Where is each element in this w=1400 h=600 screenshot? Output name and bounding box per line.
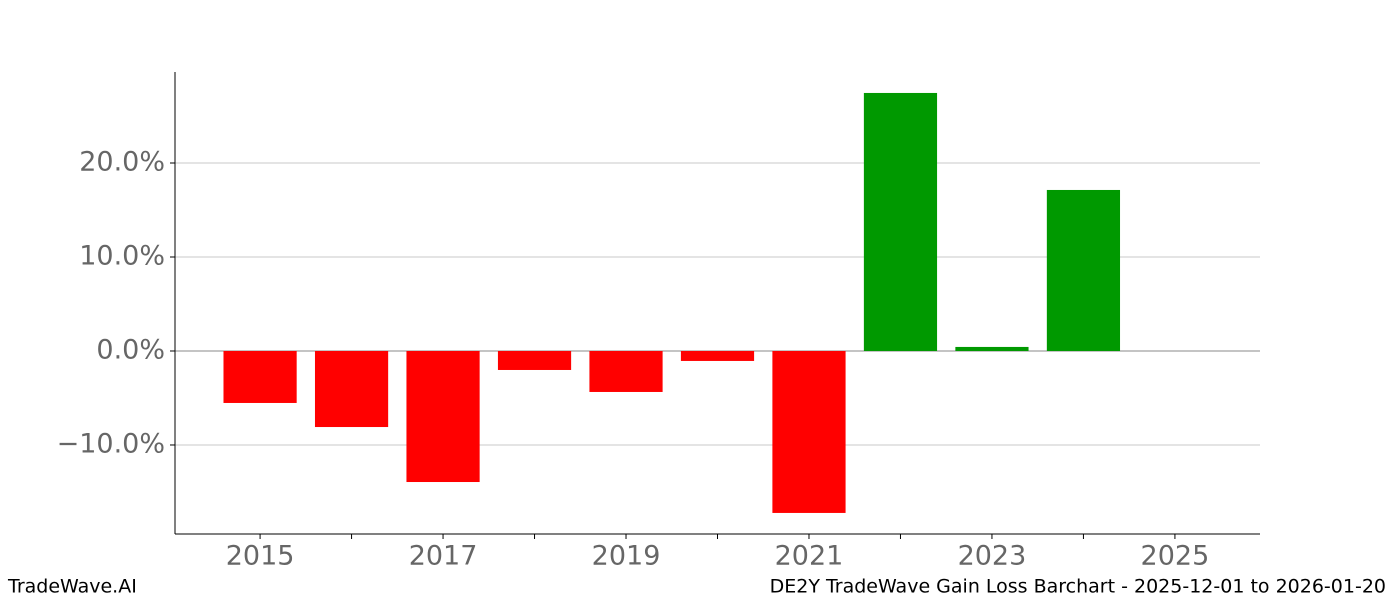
y-tick-label: 20.0%: [79, 146, 165, 177]
bar: [314, 350, 389, 428]
x-tick-label: 2017: [409, 541, 478, 572]
x-tick-label: 2025: [1141, 541, 1210, 572]
watermark: TradeWave.AI: [7, 576, 137, 598]
bar: [406, 350, 480, 483]
bar: [772, 350, 846, 513]
x-tick-label: 2015: [226, 541, 295, 572]
bar: [589, 350, 663, 392]
bar: [680, 350, 755, 361]
bar: [863, 92, 938, 351]
bar: [223, 350, 297, 403]
y-tick-label: 0.0%: [96, 334, 165, 365]
y-tick-label: −10.0%: [57, 428, 165, 459]
bar: [497, 350, 572, 370]
x-tick-label: 2021: [775, 541, 844, 572]
bar: [955, 346, 1029, 351]
y-tick-label: 10.0%: [79, 240, 165, 271]
bar: [1046, 189, 1121, 351]
chart-title: DE2Y TradeWave Gain Loss Barchart - 2025…: [770, 576, 1386, 598]
x-tick-label: 2023: [958, 541, 1027, 572]
x-tick-label: 2019: [592, 541, 661, 572]
